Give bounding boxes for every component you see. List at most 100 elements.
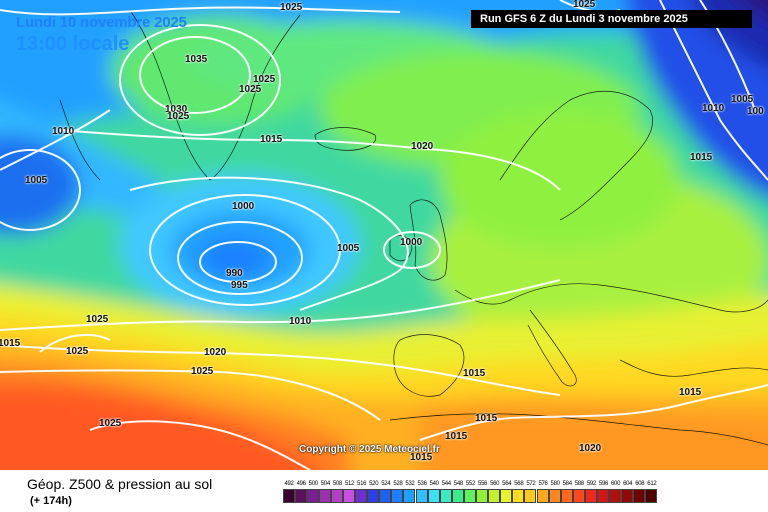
scale-label: 540 (429, 481, 439, 487)
scale-label: 580 (550, 481, 560, 487)
scale-label: 552 (465, 481, 476, 487)
map-canvas (0, 0, 768, 470)
scale-step: 556 (476, 480, 489, 508)
isobar-label: 1010 (289, 316, 312, 327)
isobar-label: 990 (226, 268, 243, 279)
scale-step: 528 (391, 480, 404, 508)
isobar-label: 1015 (410, 452, 433, 463)
scale-swatch (500, 489, 513, 503)
scale-label: 600 (611, 481, 621, 487)
scale-swatch (633, 489, 646, 503)
scale-swatch (488, 489, 501, 503)
scale-label: 536 (417, 481, 427, 487)
scale-label: 612 (647, 481, 657, 487)
scale-swatch (451, 489, 464, 503)
scale-step: 564 (500, 480, 513, 508)
scale-swatch (572, 489, 585, 503)
scale-step: 592 (584, 480, 597, 508)
isobar-label: 1020 (204, 347, 227, 358)
scale-step: 548 (451, 480, 464, 508)
scale-step: 516 (355, 480, 368, 508)
scale-swatch (524, 489, 537, 503)
isobar-label: 1015 (260, 134, 283, 145)
scale-swatch (330, 489, 343, 503)
scale-step: 492 (282, 480, 295, 508)
scale-label: 588 (574, 481, 584, 487)
scale-step: 544 (439, 480, 452, 508)
scale-swatch (427, 489, 440, 503)
scale-swatch (294, 489, 307, 503)
isobar-label: 1000 (232, 201, 255, 212)
scale-label: 576 (538, 481, 548, 487)
scale-step: 560 (488, 480, 501, 508)
forecast-time: 13:00 locale (16, 33, 130, 55)
scale-label: 508 (332, 481, 342, 487)
scale-swatch (318, 489, 331, 503)
scale-label: 556 (477, 481, 488, 487)
scale-label: 548 (453, 481, 463, 487)
scale-label: 500 (308, 481, 318, 487)
scale-label: 496 (296, 481, 306, 487)
scale-label: 492 (284, 481, 294, 487)
isobar-label: 995 (231, 280, 248, 291)
scale-swatch (463, 489, 476, 503)
copyright: Copyright © 2025 Meteociel.fr (299, 444, 440, 455)
isobar-label: 1015 (0, 338, 21, 349)
scale-step: 608 (633, 480, 646, 508)
scale-step: 584 (560, 480, 573, 508)
scale-swatch (343, 489, 356, 503)
scale-step: 540 (427, 480, 440, 508)
scale-swatch (645, 489, 658, 503)
scale-swatch (391, 489, 404, 503)
scale-step: 500 (306, 480, 319, 508)
isobar-label: 1025 (280, 2, 303, 13)
isobar-label: 1015 (475, 413, 498, 424)
scale-label: 608 (635, 481, 645, 487)
scale-step: 524 (379, 480, 392, 508)
scale-label: 560 (490, 481, 500, 487)
scale-swatch (476, 489, 489, 503)
scale-step: 600 (609, 480, 622, 508)
scale-label: 504 (320, 481, 330, 487)
scale-step: 572 (524, 480, 537, 508)
forecast-date: Lundi 10 novembre 2025 (16, 14, 187, 31)
legend-title: Géop. Z500 & pression au sol (27, 476, 213, 492)
scale-label: 568 (514, 481, 524, 487)
scale-swatch (415, 489, 428, 503)
scale-label: 564 (502, 481, 512, 487)
scale-step: 588 (572, 480, 585, 508)
scale-swatch (548, 489, 561, 503)
scale-label: 532 (405, 481, 415, 487)
scale-swatch (621, 489, 634, 503)
isobar-label: 1010 (52, 126, 75, 137)
scale-label: 572 (526, 481, 536, 487)
isobar-label: 1005 (25, 175, 48, 186)
scale-label: 520 (369, 481, 379, 487)
scale-step: 576 (536, 480, 549, 508)
coastlines (59, 9, 768, 446)
isobar-label: 1035 (185, 54, 208, 65)
scale-label: 596 (598, 481, 609, 487)
isobar-label: 1025 (573, 0, 596, 10)
scale-swatch (439, 489, 452, 503)
scale-swatch (282, 489, 295, 503)
scale-step: 580 (548, 480, 561, 508)
isobar-label: 1025 (86, 314, 109, 325)
scale-step: 604 (621, 480, 634, 508)
scale-swatch (560, 489, 573, 503)
scale-swatch (367, 489, 380, 503)
scale-swatch (379, 489, 392, 503)
scale-step: 568 (512, 480, 525, 508)
isobar-label: 1025 (191, 366, 214, 377)
isobar-label: 1010 (702, 103, 725, 114)
isobar-label: 1020 (579, 443, 602, 454)
isobar-label: 100 (747, 106, 764, 117)
scale-label: 544 (441, 481, 451, 487)
isobar-label: 1015 (690, 152, 713, 163)
scale-label: 516 (357, 481, 367, 487)
scale-swatch (609, 489, 622, 503)
isobar-label: 1015 (445, 431, 468, 442)
scale-label: 524 (381, 481, 391, 487)
scale-step: 512 (343, 480, 356, 508)
